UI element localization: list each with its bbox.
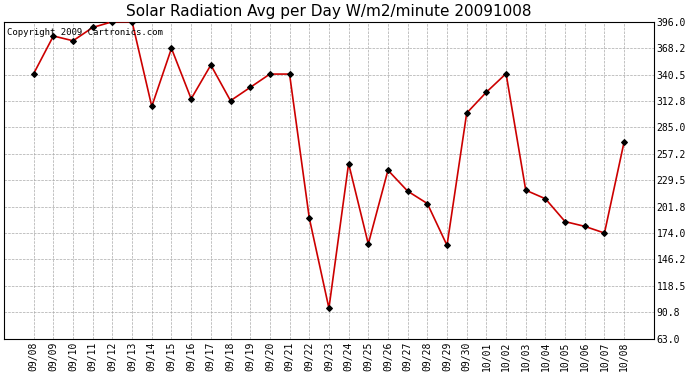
Point xyxy=(619,139,630,145)
Point xyxy=(206,62,217,68)
Point xyxy=(264,71,275,77)
Point xyxy=(382,167,393,173)
Point xyxy=(87,24,98,30)
Point xyxy=(166,45,177,51)
Point xyxy=(28,70,39,76)
Point xyxy=(599,230,610,236)
Point xyxy=(126,19,137,25)
Point xyxy=(461,110,472,116)
Point xyxy=(68,38,79,44)
Point xyxy=(540,196,551,202)
Point xyxy=(520,187,531,193)
Point xyxy=(304,215,315,221)
Point xyxy=(422,201,433,207)
Point xyxy=(245,84,256,90)
Point xyxy=(324,305,335,311)
Point xyxy=(48,33,59,39)
Point xyxy=(560,219,571,225)
Point xyxy=(146,104,157,110)
Point xyxy=(343,160,354,166)
Point xyxy=(481,89,492,95)
Point xyxy=(580,224,591,230)
Title: Solar Radiation Avg per Day W/m2/minute 20091008: Solar Radiation Avg per Day W/m2/minute … xyxy=(126,4,532,19)
Point xyxy=(186,96,197,102)
Point xyxy=(225,98,236,104)
Point xyxy=(107,19,118,25)
Point xyxy=(402,188,413,194)
Text: Copyright 2009 Cartronics.com: Copyright 2009 Cartronics.com xyxy=(8,28,164,37)
Point xyxy=(284,71,295,77)
Point xyxy=(442,242,453,248)
Point xyxy=(363,241,374,247)
Point xyxy=(500,70,511,76)
